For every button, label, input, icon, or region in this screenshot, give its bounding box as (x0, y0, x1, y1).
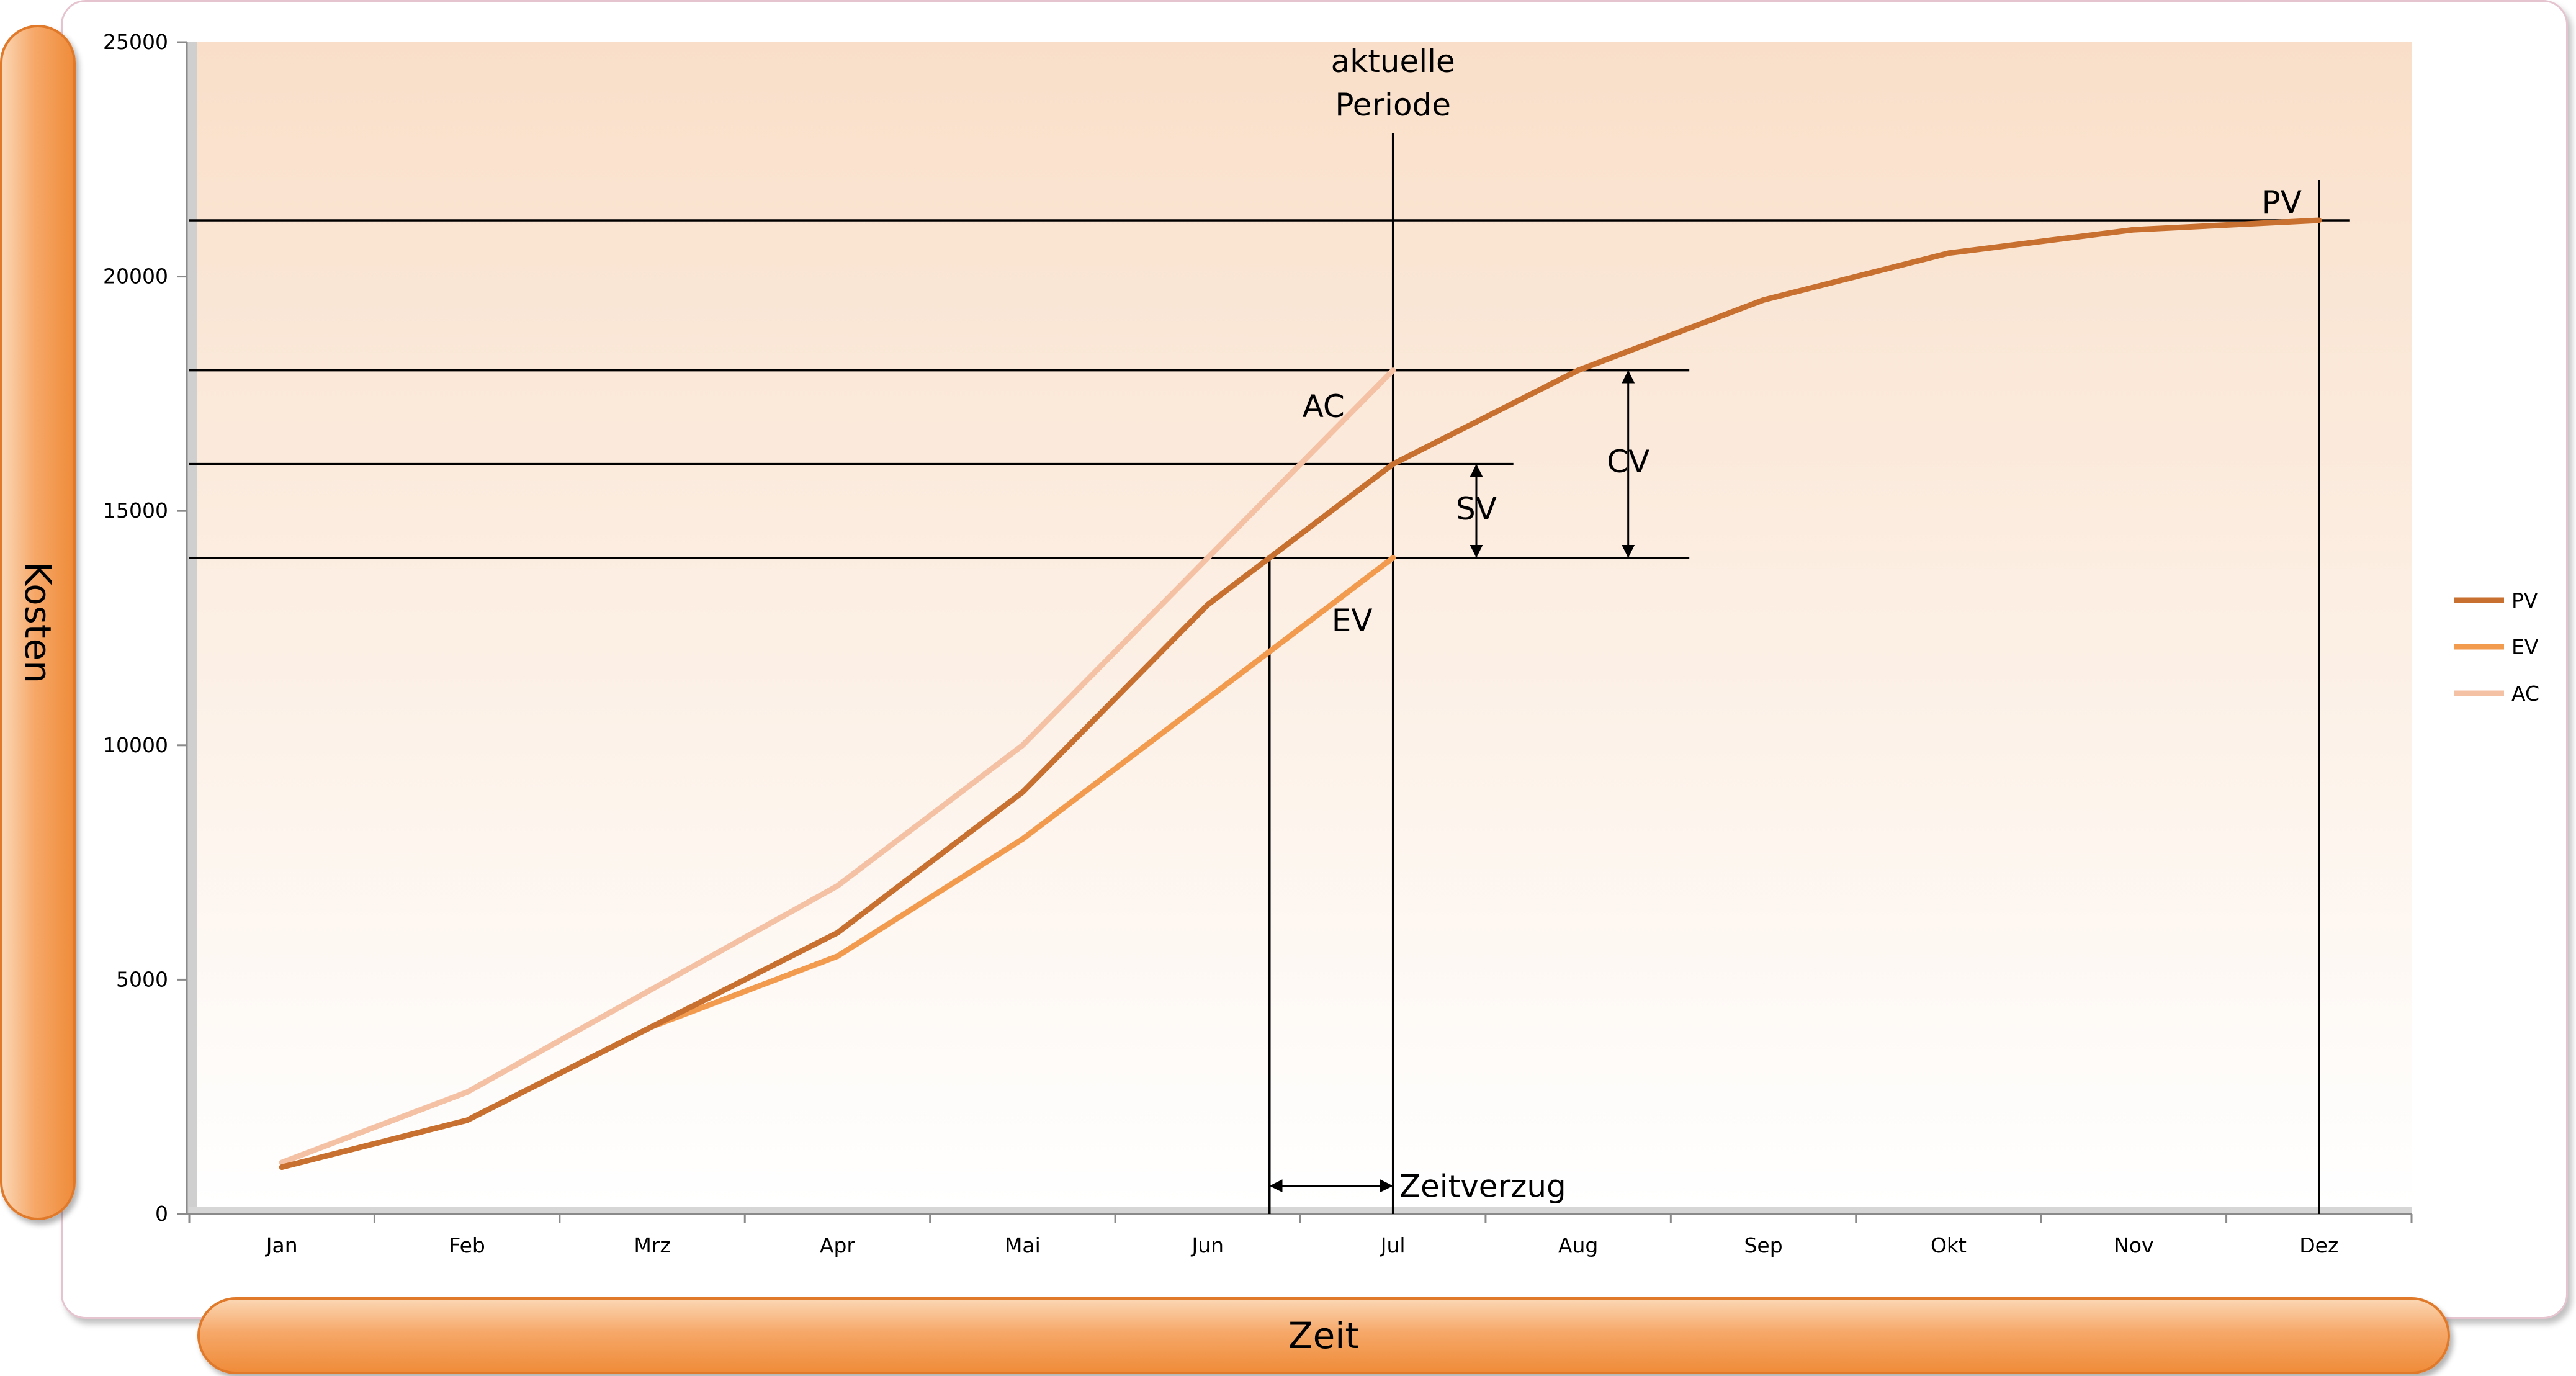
y-tick-label: 0 (155, 1202, 168, 1226)
legend-label-ac: AC (2511, 681, 2539, 706)
reference-lines (189, 133, 2350, 1214)
series-line-pv (279, 217, 2322, 1170)
y-tick-label: 5000 (116, 967, 168, 991)
y-tick-label: 20000 (103, 264, 168, 289)
y-axis-label: Kosten (17, 561, 60, 684)
series-line-ac (279, 367, 1396, 1166)
axes: 0 5000 10000 15000 20000 25000 Jan Feb Mrz Apr Mai… (103, 30, 2413, 1257)
ac-label: AC (1303, 389, 1345, 425)
x-tick-label: Dez (2299, 1233, 2338, 1257)
y-tick-label: 25000 (103, 30, 168, 54)
sv-label: SV (1456, 491, 1497, 527)
x-tick-label: Jan (265, 1233, 298, 1257)
legend: PV EV AC (2454, 588, 2539, 706)
pv-label: PV (2262, 184, 2302, 220)
legend-label-ev: EV (2511, 635, 2539, 659)
x-tick-label: Feb (449, 1233, 485, 1257)
series-lines (279, 217, 2322, 1170)
y-tick-label: 15000 (103, 498, 168, 523)
x-axis-label: Zeit (1288, 1315, 1360, 1357)
x-tick-label: Nov (2114, 1233, 2153, 1257)
x-axis-title: Zeit (197, 1297, 2450, 1374)
current-period-label: aktuelle (1331, 43, 1455, 79)
x-tick-label: Jun (1191, 1233, 1224, 1257)
x-tick-label: Sep (1744, 1233, 1782, 1257)
plot-floor (189, 1207, 2412, 1214)
x-tick-label: Mai (1005, 1233, 1041, 1257)
x-tick-label: Aug (1558, 1233, 1598, 1257)
y-axis-title: Kosten (0, 25, 76, 1220)
annotations: aktuelle Periode PV AC EV SV CV Zeitverzug (1269, 43, 2302, 1205)
y-tick-label: 10000 (103, 733, 168, 757)
current-period-label-line2: Periode (1335, 87, 1451, 123)
legend-label-pv: PV (2511, 588, 2538, 613)
x-tick-label: Okt (1931, 1233, 1967, 1257)
x-tick-label: Jul (1380, 1233, 1406, 1257)
x-tick-label: Apr (820, 1233, 856, 1257)
delay-label: Zeitverzug (1399, 1169, 1566, 1205)
x-tick-label: Mrz (634, 1233, 670, 1257)
plot-left-wall (187, 42, 197, 1214)
cv-label: CV (1607, 444, 1649, 480)
ev-label: EV (1332, 603, 1373, 639)
